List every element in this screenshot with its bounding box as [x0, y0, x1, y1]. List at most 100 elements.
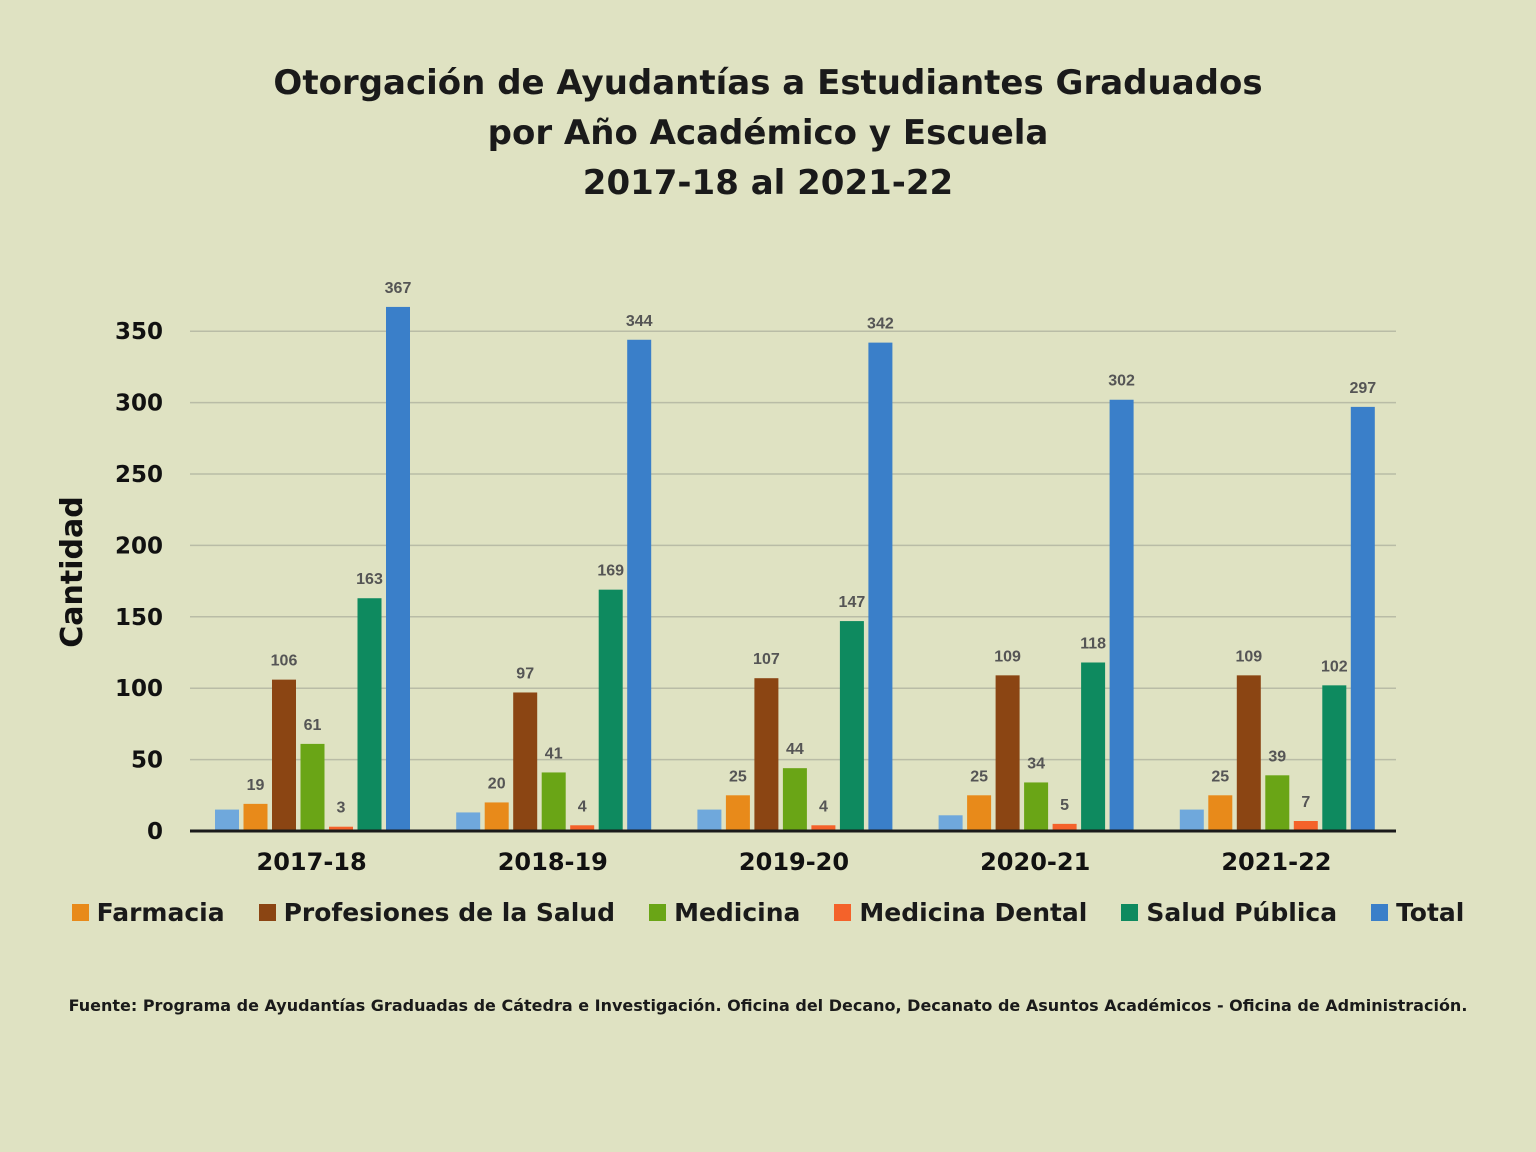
- y-tick-label: 150: [115, 605, 163, 631]
- legend-label: Salud Pública: [1146, 898, 1338, 927]
- chart-title: Otorgación de Ayudantías a Estudiantes G…: [0, 58, 1536, 208]
- bar-farmacia: [1208, 795, 1233, 831]
- data-label: 61: [304, 717, 322, 734]
- y-tick-label: 50: [131, 748, 163, 774]
- data-label: 109: [1235, 648, 1262, 665]
- bar-medicina: [1265, 775, 1290, 831]
- legend-item: Medicina Dental: [834, 898, 1087, 927]
- legend-item: Total: [1371, 898, 1464, 927]
- data-label: 169: [597, 563, 624, 580]
- data-label: 297: [1349, 380, 1376, 397]
- y-tick-label: 350: [115, 319, 163, 345]
- bar-profesiones-de-la-salud: [513, 692, 538, 831]
- legend-item: Farmacia: [71, 898, 225, 927]
- bar-total: [627, 339, 652, 831]
- chart-title-line-3: 2017-18 al 2021-22: [582, 163, 954, 203]
- bar-profesiones-de-la-salud: [1236, 675, 1261, 831]
- bar-salud-publica: [1322, 685, 1347, 831]
- data-label: 4: [578, 798, 587, 815]
- bar-farmacia: [967, 795, 992, 831]
- data-label: 3: [337, 800, 346, 817]
- data-label: 163: [356, 571, 383, 588]
- legend-item: Salud Pública: [1121, 898, 1337, 927]
- legend-label: Medicina: [674, 898, 801, 927]
- y-tick-label: 300: [115, 391, 163, 417]
- data-label: 34: [1027, 755, 1045, 772]
- bar-profesiones-de-la-salud: [272, 679, 296, 831]
- legend-label: Profesiones de la Salud: [283, 898, 616, 927]
- legend-label: Medicina Dental: [859, 898, 1088, 927]
- bar-salud-publica: [1081, 662, 1106, 831]
- legend-label: Farmacia: [96, 898, 225, 927]
- data-label: 25: [1211, 768, 1229, 785]
- bar-unlabeled: [456, 812, 481, 831]
- x-tick-label: 2017-18: [257, 848, 367, 876]
- data-label: 109: [994, 648, 1021, 665]
- data-label: 102: [1321, 658, 1348, 675]
- bar-unlabeled: [938, 815, 963, 831]
- legend: Farmacia Profesiones de la Salud Medicina M…: [0, 898, 1536, 927]
- y-axis-label: Cantidad: [55, 496, 90, 647]
- data-label: 44: [786, 741, 804, 758]
- bar-unlabeled: [215, 809, 239, 831]
- bar-medicina-dental: [811, 825, 836, 831]
- bar-unlabeled: [1179, 809, 1204, 831]
- data-label: 41: [545, 745, 563, 762]
- legend-swatch: [649, 904, 667, 921]
- data-label: 39: [1268, 748, 1286, 765]
- data-label: 106: [271, 653, 298, 670]
- data-label: 302: [1108, 373, 1135, 390]
- chart-title-line-2: por Año Académico y Escuela: [487, 113, 1049, 153]
- y-tick-label: 200: [115, 533, 163, 559]
- legend-swatch: [258, 904, 276, 921]
- bar-salud-publica: [598, 589, 623, 831]
- data-label: 7: [1301, 794, 1310, 811]
- bar-medicina-dental: [570, 825, 595, 831]
- legend-item: Medicina: [649, 898, 800, 927]
- legend-label: Total: [1396, 898, 1465, 927]
- legend-swatch: [1121, 904, 1139, 921]
- bar-profesiones-de-la-salud: [995, 675, 1020, 831]
- data-label: 107: [753, 651, 780, 668]
- data-label: 367: [385, 280, 412, 297]
- bar-total: [1109, 399, 1134, 831]
- x-tick-label: 2020-21: [980, 848, 1090, 876]
- bar-total: [868, 342, 893, 831]
- bar-salud-publica: [839, 621, 864, 831]
- bar-medicina-dental: [1293, 821, 1318, 831]
- bar-medicina: [1024, 782, 1049, 831]
- data-label: 19: [247, 777, 265, 794]
- bar-total: [1350, 406, 1375, 831]
- legend-item: Profesiones de la Salud: [258, 898, 616, 927]
- bar-medicina-dental: [1052, 823, 1077, 831]
- y-tick-label: 0: [147, 819, 163, 845]
- x-tick-label: 2021-22: [1221, 848, 1331, 876]
- data-label: 97: [516, 665, 534, 682]
- source-note: Fuente: Programa de Ayudantías Graduadas…: [68, 996, 1468, 1015]
- data-label: 25: [970, 768, 988, 785]
- x-tick-label: 2019-20: [739, 848, 849, 876]
- x-tick-label: 2018-19: [498, 848, 608, 876]
- bar-farmacia: [725, 795, 750, 831]
- data-label: 118: [1080, 635, 1106, 652]
- data-label: 342: [867, 316, 894, 333]
- y-tick-label: 100: [115, 676, 163, 702]
- data-label: 4: [819, 798, 828, 815]
- data-label: 20: [488, 775, 506, 792]
- bar-salud-publica: [357, 598, 382, 831]
- bar-medicina: [782, 768, 807, 831]
- data-label: 344: [626, 313, 653, 330]
- bar-total: [386, 306, 410, 831]
- legend-swatch: [834, 904, 852, 921]
- bar-medicina: [300, 743, 325, 831]
- chart-title-line-1: Otorgación de Ayudantías a Estudiantes G…: [273, 63, 1263, 103]
- data-label: 25: [729, 768, 747, 785]
- bar-farmacia: [243, 803, 268, 831]
- bar-unlabeled: [697, 809, 722, 831]
- bar-medicina-dental: [329, 826, 353, 831]
- data-label: 5: [1060, 797, 1069, 814]
- y-tick-label: 250: [115, 462, 163, 488]
- legend-swatch: [1371, 904, 1389, 921]
- bar-medicina: [541, 772, 566, 831]
